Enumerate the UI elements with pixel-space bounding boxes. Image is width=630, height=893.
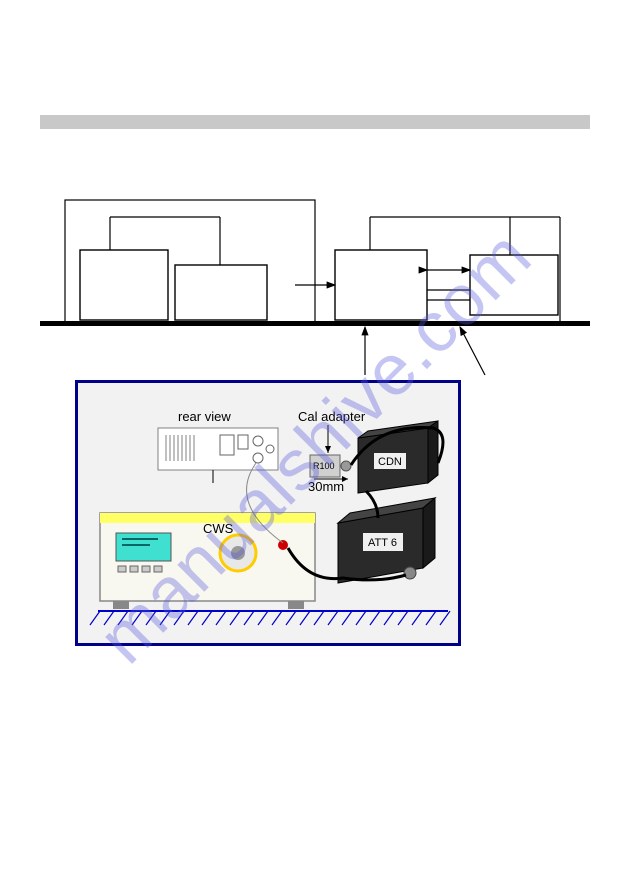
separator-bar bbox=[40, 115, 590, 129]
cal-adapter-label: Cal adapter bbox=[298, 409, 366, 424]
photo-setup-panel: CWS rear view bbox=[75, 380, 461, 646]
r100-block: R100 bbox=[310, 455, 351, 477]
r100-label: R100 bbox=[313, 461, 335, 471]
block-schematic-svg bbox=[40, 175, 590, 395]
rear-view-panel: rear view bbox=[158, 409, 278, 483]
block-3 bbox=[335, 250, 427, 320]
cws-unit: CWS bbox=[100, 513, 315, 609]
pointer-arrow-2 bbox=[460, 327, 485, 375]
rear-view-label: rear view bbox=[178, 409, 231, 424]
baseline bbox=[40, 321, 590, 326]
att6-label: ATT 6 bbox=[368, 537, 397, 549]
att6-box: ATT 6 bbox=[338, 498, 435, 583]
ground-hatch bbox=[90, 611, 450, 625]
block-2 bbox=[175, 265, 267, 320]
block-4 bbox=[470, 255, 558, 315]
top-block-diagram bbox=[40, 115, 590, 335]
distance-label: 30mm bbox=[308, 479, 344, 494]
cdn-label: CDN bbox=[378, 456, 402, 468]
block-1 bbox=[80, 250, 168, 320]
photo-setup-svg: CWS rear view bbox=[78, 383, 458, 643]
cws-label: CWS bbox=[203, 521, 234, 536]
